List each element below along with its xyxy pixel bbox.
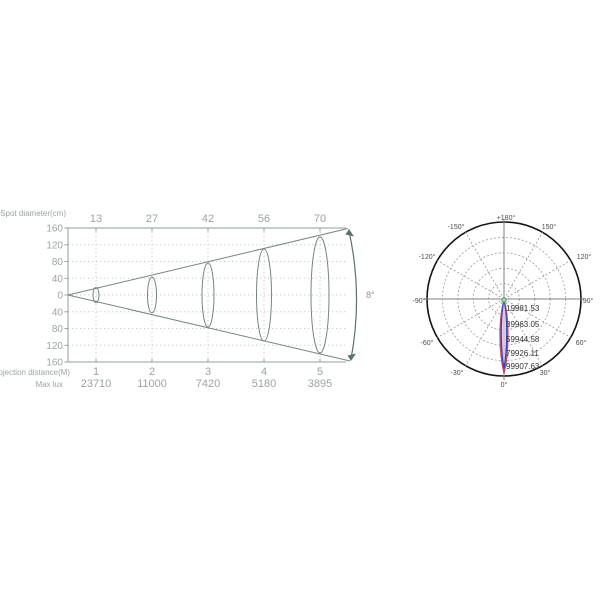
polar-angle-label-p60: 60° — [576, 339, 587, 347]
polar-angle-label-p90: 90° — [583, 297, 594, 305]
spot-diameter-value-2: 27 — [146, 213, 158, 225]
y-tick-160-top: 160 — [46, 224, 63, 235]
polar-angle-label-p120: 120° — [577, 253, 592, 261]
intensity-scale-4: 79926.11 — [506, 349, 539, 358]
max-lux-value-2: 11000 — [137, 378, 167, 390]
max-lux-value-5: 3895 — [308, 378, 332, 390]
beam-angle-arc — [345, 229, 358, 361]
max-lux-value-4: 5180 — [252, 378, 276, 390]
spot-diameter-value-4: 56 — [258, 213, 270, 225]
y-tick-0: 0 — [57, 291, 63, 302]
spot-diameter-value-5: 70 — [314, 213, 326, 225]
y-tick-120-top: 120 — [46, 240, 63, 251]
intensity-scale-1: 19981.53 — [506, 304, 540, 313]
max-lux-label: Max lux — [35, 380, 63, 389]
y-tick-40-top: 40 — [52, 274, 64, 285]
spot-ellipse-2m — [147, 276, 157, 314]
polar-angle-label-m90: -90° — [413, 297, 426, 305]
polar-angle-label-m150: -150° — [448, 223, 465, 231]
polar-angle-label-m60: -60° — [421, 339, 434, 347]
lobe-blue — [500, 299, 508, 369]
beam-cone — [67, 228, 351, 362]
polar-angle-label-0: 0° — [501, 381, 508, 389]
y-tick-160-bot: 160 — [46, 358, 63, 369]
cone-upper-edge — [67, 228, 349, 296]
lobe-green-center-marker — [501, 297, 507, 303]
distance-value-2: 2 — [149, 366, 155, 378]
y-tick-80-top: 80 — [52, 257, 64, 268]
intensity-scale-2: 39963.05 — [506, 320, 540, 329]
polar-intensity-chart: +180° 150° -150° 120° -120° 90° -90° 60°… — [413, 214, 594, 389]
spot-ellipse-4m — [256, 248, 272, 342]
distance-value-5: 5 — [317, 366, 323, 378]
arc-arrow-bottom — [347, 353, 356, 361]
distance-value-4: 4 — [261, 366, 267, 378]
distance-value-3: 3 — [205, 366, 211, 378]
beam-chart-axes — [64, 227, 346, 363]
arc-arrow-top — [345, 229, 354, 237]
polar-spokes — [437, 232, 571, 366]
beam-chart-gridlines — [68, 228, 346, 362]
intensity-scale-5: 99907.63 — [506, 362, 540, 371]
y-tick-80-bot: 80 — [52, 324, 64, 335]
beam-angle-label: 8° — [366, 290, 375, 300]
spot-diameter-value-1: 13 — [90, 213, 102, 225]
max-lux-value-1: 23710 — [81, 378, 112, 390]
polar-angle-label-m120: -120° — [419, 253, 436, 261]
beam-cone-chart: Spot diameter(cm) 13 27 42 56 70 160 120… — [0, 209, 375, 390]
spot-ellipse-5m — [310, 236, 330, 354]
polar-angle-label-p30: 30° — [540, 369, 551, 377]
spot-ellipse-1m — [92, 287, 100, 303]
spot-diameter-value-3: 42 — [202, 213, 214, 225]
polar-angle-label-p180: +180° — [497, 214, 516, 222]
polar-angle-label-m30: -30° — [451, 369, 464, 377]
y-tick-40-bot: 40 — [52, 307, 64, 318]
polar-angle-label-p150: 150° — [542, 223, 557, 231]
max-lux-value-3: 7420 — [196, 378, 220, 390]
projection-distance-axis-label: Projection distance(M) — [0, 368, 70, 377]
spot-diameter-axis-label: Spot diameter(cm) — [0, 209, 66, 218]
cone-lower-edge — [67, 294, 351, 362]
spot-ellipse-3m — [201, 262, 215, 328]
y-tick-120-bot: 120 — [46, 341, 63, 352]
intensity-scale-3: 59944.58 — [506, 335, 540, 344]
beam-lobes — [499, 297, 509, 375]
distance-value-1: 1 — [93, 366, 99, 378]
